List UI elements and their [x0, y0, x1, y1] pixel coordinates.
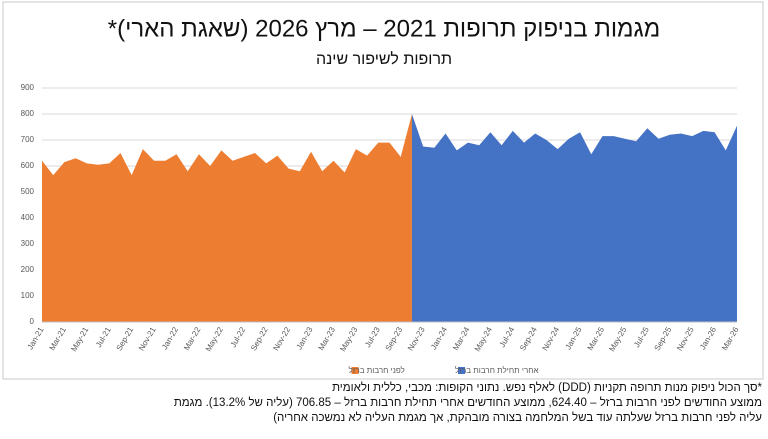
- legend-swatch: [458, 367, 465, 374]
- y-tick-label: 100: [21, 291, 35, 300]
- footnote-line: עליה לפני חרבות ברזל שעלתה עוד בשל המלחמ…: [273, 412, 762, 424]
- y-tick-label: 600: [21, 161, 35, 170]
- area: [42, 114, 412, 322]
- y-tick-label: 0: [30, 317, 35, 326]
- y-tick-label: 700: [21, 135, 35, 144]
- legend-label: לפני חרבות ברזל: [348, 366, 404, 375]
- y-tick-label: 400: [21, 213, 35, 222]
- y-tick-label: 500: [21, 187, 35, 196]
- footnote-line: ממוצע החודשים לפני חרבות ברזל – 624.40, …: [173, 397, 762, 409]
- footnote-line: *סך הכול ניפוק מנות תרופה תקניות (DDD) ל…: [332, 382, 762, 394]
- legend-swatch: [351, 367, 359, 374]
- chart-subtitle: תרופות לשיפור שינה: [316, 50, 452, 68]
- y-tick-label: 900: [21, 83, 35, 92]
- chart-title: מגמות בניפוק תרופות 2021 – מרץ 2026 (שאג…: [108, 15, 660, 42]
- y-tick-label: 200: [21, 265, 35, 274]
- footnote: *סך הכול ניפוק מנות תרופה תקניות (DDD) ל…: [6, 381, 762, 426]
- legend-label: אחרי תחילת חרבות ברזל: [455, 366, 539, 375]
- y-tick-label: 300: [21, 239, 35, 248]
- area: [411, 114, 737, 322]
- y-tick-label: 800: [21, 109, 35, 118]
